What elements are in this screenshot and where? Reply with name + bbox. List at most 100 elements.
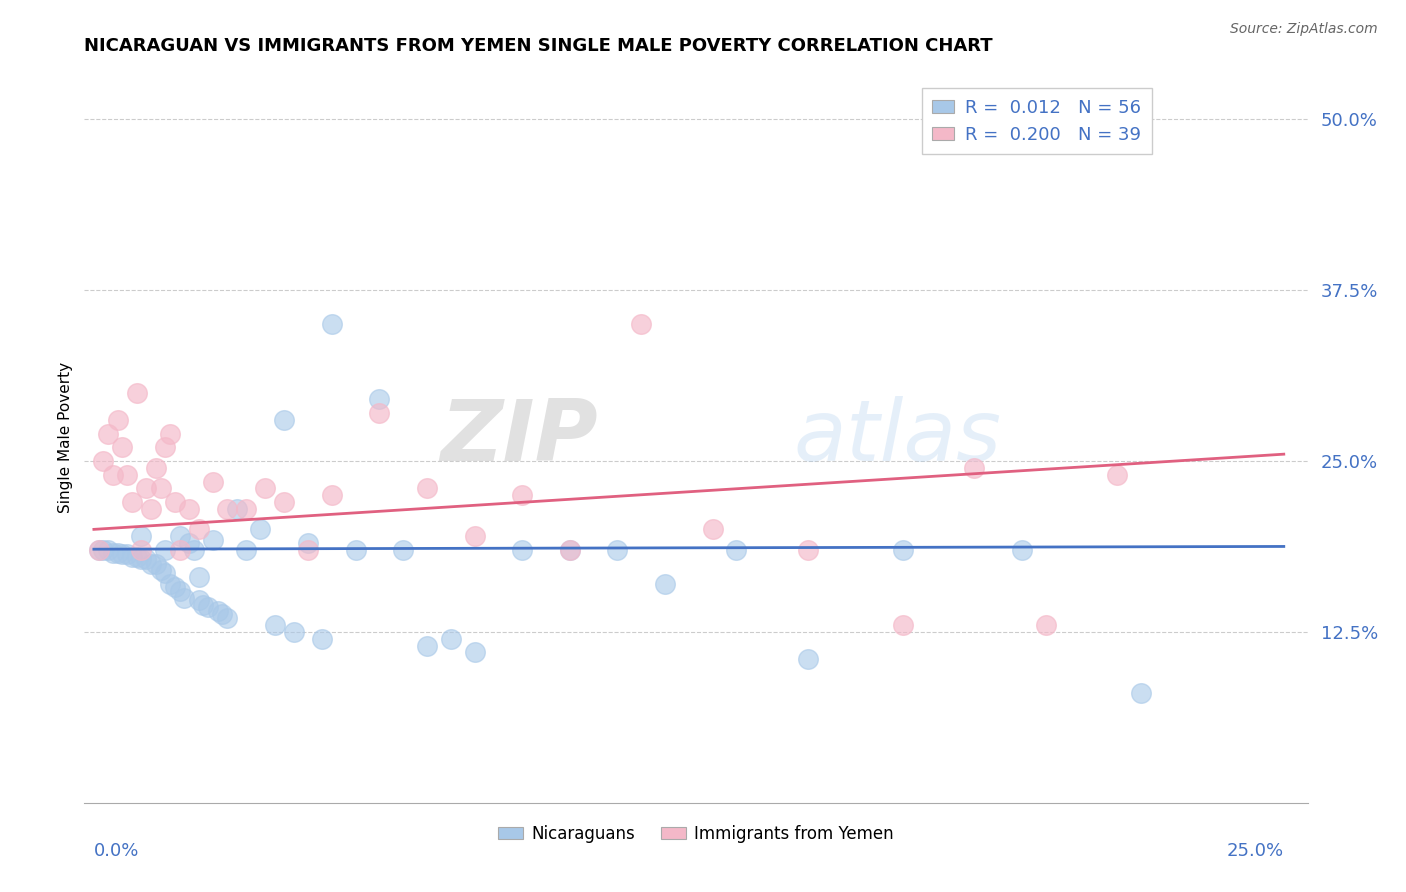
Point [201, 533, 224, 548]
Point [1035, 618, 1057, 632]
Text: ZIP: ZIP [440, 395, 598, 479]
Point [93, 454, 115, 468]
Point [115, 467, 138, 482]
Point [392, 542, 415, 557]
Point [654, 577, 676, 591]
Point [368, 406, 391, 420]
Point [139, 557, 162, 571]
Point [254, 481, 277, 495]
Text: atlas: atlas [794, 395, 1002, 479]
Point [145, 557, 167, 571]
Point [97, 426, 120, 441]
Legend: Nicaraguans, Immigrants from Yemen: Nicaraguans, Immigrants from Yemen [492, 818, 900, 849]
Point [464, 645, 486, 659]
Point [125, 549, 148, 564]
Point [558, 542, 581, 557]
Point [107, 413, 129, 427]
Point [135, 481, 157, 495]
Point [163, 495, 186, 509]
Point [125, 385, 148, 400]
Point [155, 542, 177, 557]
Point [368, 392, 391, 407]
Point [193, 598, 215, 612]
Point [263, 618, 285, 632]
Point [630, 318, 652, 332]
Point [297, 542, 319, 557]
Point [107, 546, 129, 560]
Point [139, 501, 162, 516]
Point [121, 495, 143, 509]
Text: Source: ZipAtlas.com: Source: ZipAtlas.com [1230, 22, 1378, 37]
Point [159, 577, 181, 591]
Text: NICARAGUAN VS IMMIGRANTS FROM YEMEN SINGLE MALE POVERTY CORRELATION CHART: NICARAGUAN VS IMMIGRANTS FROM YEMEN SING… [84, 37, 993, 54]
Point [173, 591, 195, 605]
Point [177, 536, 200, 550]
Point [169, 583, 191, 598]
Point [159, 426, 181, 441]
Point [93, 542, 115, 557]
Point [1011, 542, 1033, 557]
Point [1107, 467, 1129, 482]
Point [101, 467, 124, 482]
Point [510, 488, 533, 502]
Text: 0.0%: 0.0% [94, 842, 139, 860]
Point [273, 413, 295, 427]
Point [510, 542, 533, 557]
Point [797, 652, 820, 666]
Point [963, 460, 986, 475]
Point [311, 632, 333, 646]
Point [606, 542, 628, 557]
Point [249, 522, 271, 536]
Point [440, 632, 463, 646]
Point [97, 542, 120, 557]
Point [169, 542, 191, 557]
Point [797, 542, 820, 557]
Point [111, 440, 134, 454]
Point [187, 593, 209, 607]
Point [135, 552, 157, 566]
Point [149, 563, 172, 577]
Point [273, 495, 295, 509]
Point [169, 529, 191, 543]
Point [155, 440, 177, 454]
Point [297, 536, 319, 550]
Point [217, 501, 239, 516]
Point [115, 547, 138, 561]
Point [321, 318, 343, 332]
Point [187, 522, 209, 536]
Y-axis label: Single Male Poverty: Single Male Poverty [58, 361, 73, 513]
Point [87, 542, 110, 557]
Point [197, 600, 219, 615]
Point [416, 481, 439, 495]
Point [187, 570, 209, 584]
Text: 25.0%: 25.0% [1226, 842, 1284, 860]
Point [131, 552, 153, 566]
Point [131, 529, 153, 543]
Point [183, 542, 205, 557]
Point [155, 566, 177, 581]
Point [145, 460, 167, 475]
Point [87, 542, 110, 557]
Point [121, 549, 143, 564]
Point [1130, 686, 1153, 700]
Point [344, 542, 367, 557]
Point [211, 607, 233, 621]
Point [111, 547, 134, 561]
Point [225, 501, 247, 516]
Point [131, 542, 153, 557]
Point [891, 618, 914, 632]
Point [149, 481, 172, 495]
Point [235, 542, 257, 557]
Point [321, 488, 343, 502]
Point [416, 639, 439, 653]
Point [163, 580, 186, 594]
Point [235, 501, 257, 516]
Point [464, 529, 486, 543]
Point [702, 522, 724, 536]
Point [101, 546, 124, 560]
Point [725, 542, 748, 557]
Point [283, 624, 305, 639]
Point [201, 475, 224, 489]
Point [891, 542, 914, 557]
Point [217, 611, 239, 625]
